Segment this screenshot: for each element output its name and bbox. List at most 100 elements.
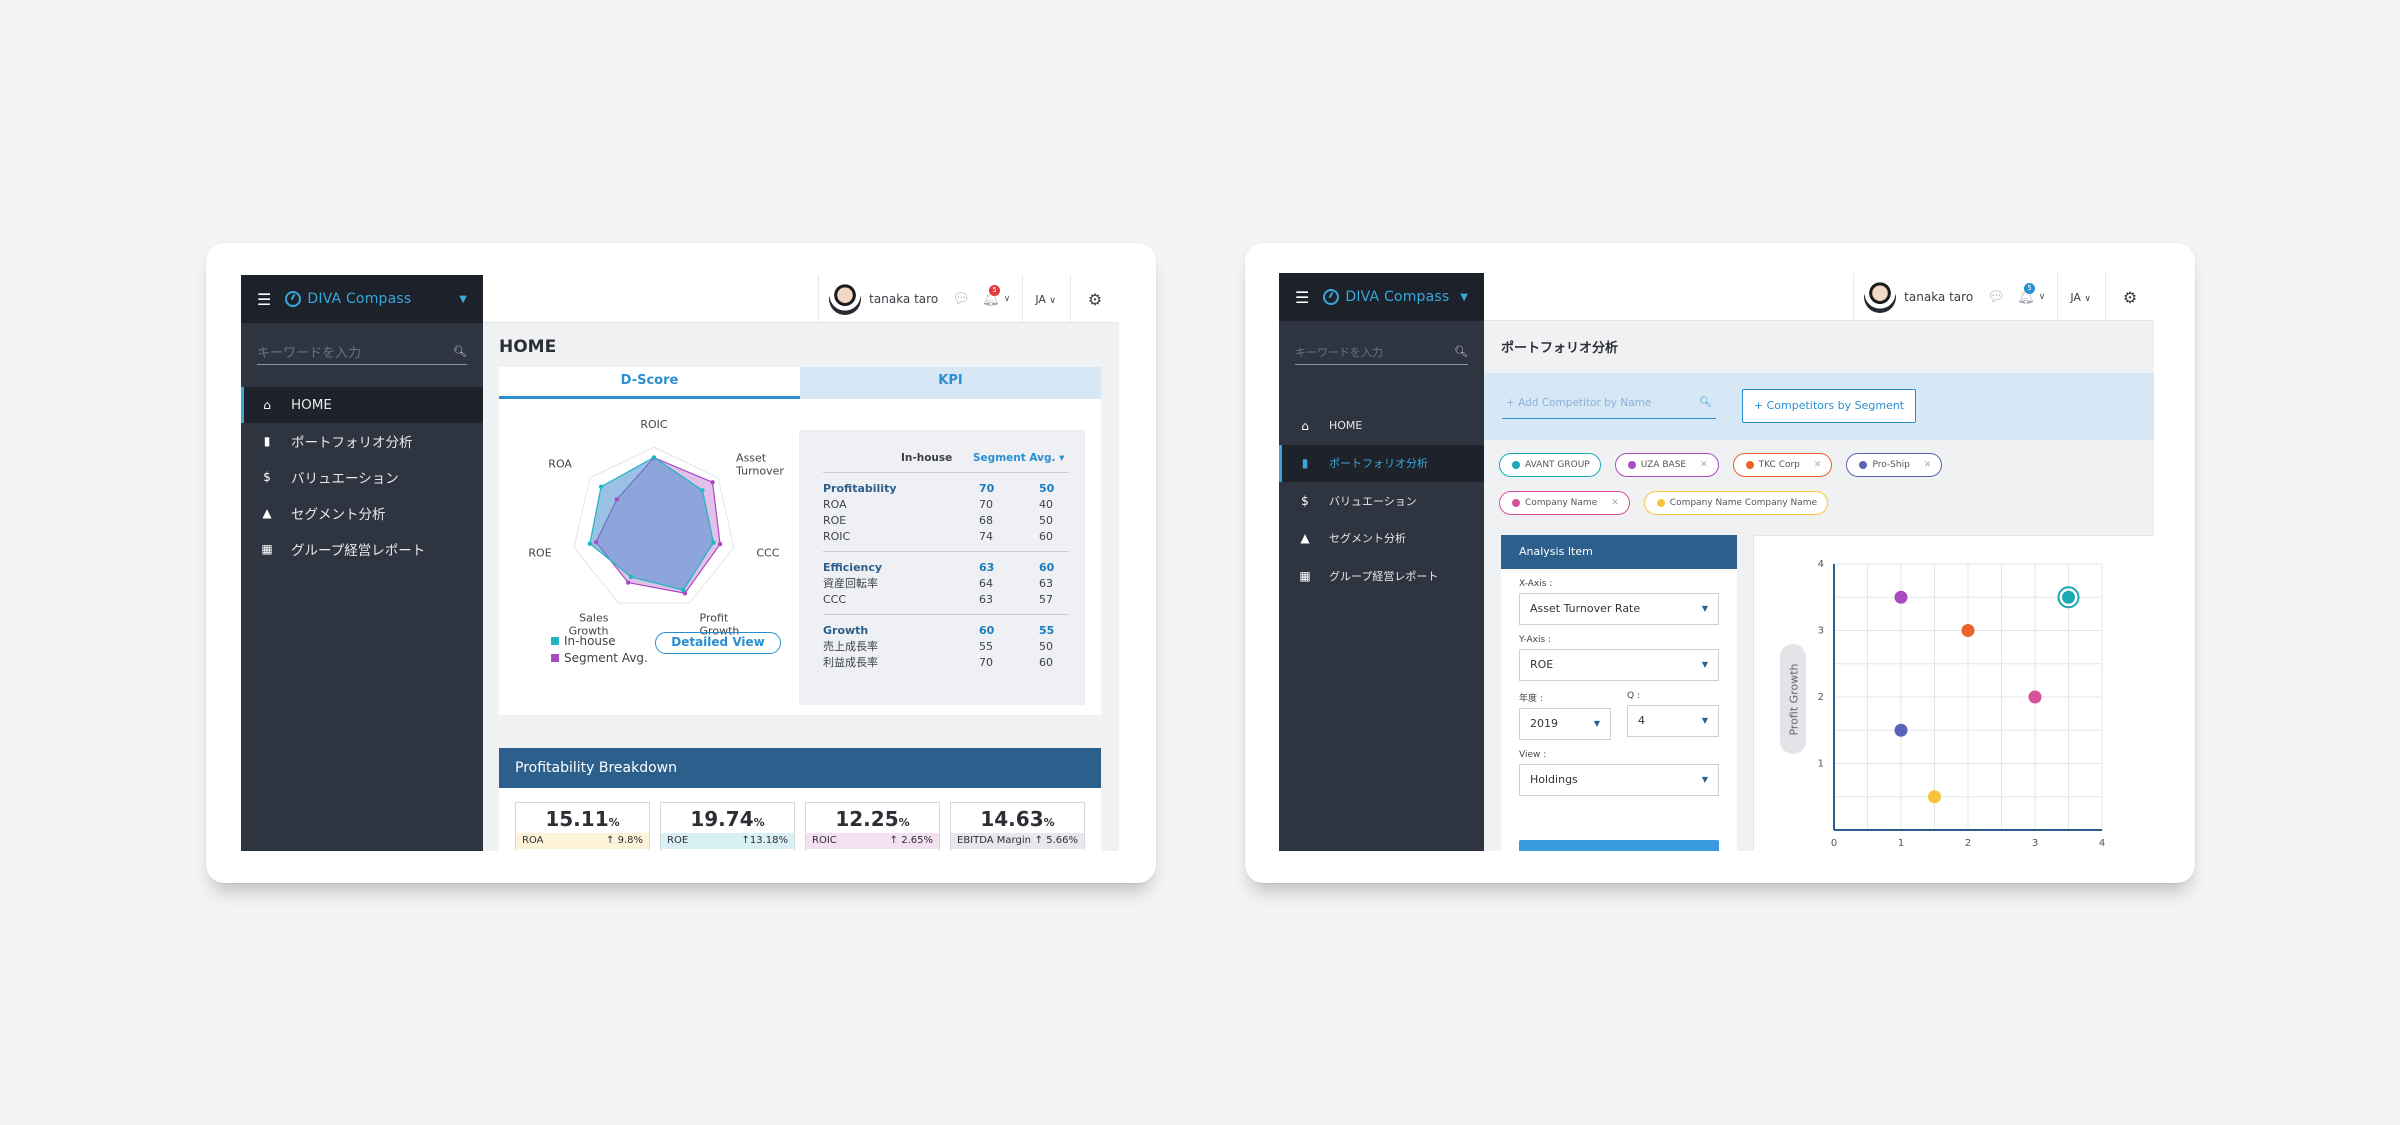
sidebar-item-2[interactable]: $ バリュエーション [1279, 482, 1484, 520]
brand-dropdown-icon[interactable]: ▼ [459, 293, 467, 305]
x-axis-select[interactable]: Asset Turnover Rate [1519, 593, 1719, 625]
radar-point [717, 541, 723, 547]
kpi-change: ↑13.18% [741, 835, 788, 846]
bar-chart-icon: ▮ [1301, 456, 1309, 471]
close-icon[interactable]: ✕ [1813, 460, 1822, 470]
y-tick-label: 4 [1818, 559, 1824, 570]
radar-axis-label: ROE [528, 546, 551, 559]
bell-icon[interactable]: 🔔︎ 5 [2016, 283, 2035, 305]
user-name[interactable]: tanaka taro [869, 292, 939, 306]
apply-button[interactable] [1519, 840, 1719, 851]
close-icon[interactable]: ✕ [1700, 460, 1708, 470]
competitor-chip[interactable]: Company Name ✕ [1499, 491, 1630, 515]
chip-label: TKC Corp [1758, 460, 1800, 470]
avatar[interactable] [829, 283, 862, 315]
scatter-point[interactable] [1894, 590, 1908, 604]
radar-axis-label: Asset Turnover [735, 452, 784, 478]
metric-label: 売上成長率 [823, 640, 878, 653]
chat-icon[interactable]: 💬︎ [952, 291, 970, 307]
competitor-chip[interactable]: UZA BASE ✕ [1614, 453, 1719, 477]
gear-icon[interactable]: ⚙︎ [2122, 287, 2138, 307]
scatter-point[interactable] [1961, 624, 1975, 637]
competitor-filter-band: + Add Competitor by Name 🔍︎ + Competitor… [1484, 373, 2154, 440]
kpi-card[interactable]: 19.74% ROE ↑13.18% [660, 802, 795, 851]
kpi-card[interactable]: 14.63% EBITDA Margin ↑ 5.66% [950, 802, 1085, 851]
notification-badge: 5 [988, 285, 1000, 296]
chip-label: Company Name Company Name [1669, 498, 1818, 508]
scatter-point[interactable] [1894, 723, 1908, 737]
tab-kpi[interactable]: KPI [938, 373, 963, 388]
sidebar-item-0[interactable]: ⌂ HOME [1279, 407, 1484, 445]
search-icon[interactable]: 🔍︎ [1454, 345, 1468, 358]
metric-in-house-value: 74 [979, 530, 993, 543]
chevron-down-icon[interactable]: ∨ [1003, 294, 1011, 304]
divider [818, 275, 820, 323]
y-tick-label: 1 [1818, 759, 1824, 770]
gear-icon[interactable]: ⚙︎ [1087, 289, 1103, 309]
scatter-point[interactable] [2062, 590, 2075, 604]
scatter-point[interactable] [2028, 690, 2042, 704]
home-icon: ⌂ [263, 398, 271, 412]
close-icon[interactable]: ✕ [1923, 460, 1932, 470]
close-icon[interactable]: ✕ [1611, 498, 1619, 508]
sidebar-item-2[interactable]: $ バリュエーション [241, 459, 483, 495]
sidebar-item-4[interactable]: ▦ グループ経営レポート [1279, 557, 1484, 595]
radar-axis-label-line: ROIC [640, 418, 668, 431]
competitor-chip[interactable]: AVANT GROUP [1499, 453, 1601, 477]
metric-row: 売上成長率 55 50 [823, 639, 1069, 655]
avatar[interactable] [1864, 281, 1897, 313]
menu-icon[interactable]: ☰ [1295, 287, 1310, 307]
competitor-chips: AVANT GROUP UZA BASE ✕ TKC Corp ✕ Pro-Ship ✕ Co… [1499, 453, 2059, 529]
sidebar-item-1[interactable]: ▮ ポートフォリオ分析 [241, 423, 483, 459]
portfolio-screen: ☰ DIVA Compass ▼ キーワードを入力 🔍︎ ⌂ HOME ▮ ポートフォ… [1279, 273, 2154, 851]
brand-name: DIVA Compass [1345, 289, 1450, 305]
year-select[interactable]: 2019 [1519, 708, 1611, 740]
metric-segment-value: 63 [1039, 577, 1053, 590]
detailed-view-button[interactable]: Detailed View [655, 632, 781, 654]
competitor-chip[interactable]: TKC Corp ✕ [1732, 453, 1833, 477]
radar-axis-label-line: Sales [579, 612, 609, 625]
brand-dropdown-icon[interactable]: ▼ [1460, 291, 1468, 303]
radar-axis-label-line: Growth [700, 625, 740, 638]
quarter-select[interactable]: 4 [1627, 705, 1719, 737]
language-select[interactable]: JA ∨ [1023, 293, 1070, 306]
search-icon[interactable]: 🔍︎ [1699, 397, 1712, 408]
sidebar-search[interactable]: キーワードを入力 🔍︎ [257, 339, 467, 365]
sidebar-nav: ⌂ HOME ▮ ポートフォリオ分析 $ バリュエーション ▲ セグメント分析 ▦ グループ経営レ… [241, 387, 483, 567]
tab-dscore[interactable]: D-Score [499, 367, 800, 399]
sidebar-item-4[interactable]: ▦ グループ経営レポート [241, 531, 483, 567]
scatter-point[interactable] [1928, 790, 1941, 804]
search-icon[interactable]: 🔍︎ [453, 345, 467, 358]
kpi-label: ROA [522, 835, 544, 846]
competitor-chip[interactable]: Company Name Company Name [1643, 491, 1829, 515]
chat-icon[interactable]: 💬︎ [1987, 289, 2005, 305]
metric-row: ROA 70 40 [823, 497, 1069, 513]
y-axis-select[interactable]: ROE [1519, 649, 1719, 681]
kpi-value: 19.74% [661, 807, 794, 831]
analysis-item-panel: Analysis Item X-Axis : Asset Turnover Ra… [1501, 535, 1737, 851]
add-competitor-input[interactable]: + Add Competitor by Name 🔍︎ [1502, 387, 1716, 419]
metric-in-house-value: 68 [979, 514, 993, 527]
metric-row: ROE 68 50 [823, 513, 1069, 529]
sidebar: ☰ DIVA Compass ▼ キーワードを入力 🔍︎ ⌂ HOME ▮ ポートフォ… [241, 275, 483, 851]
sidebar-item-1[interactable]: ▮ ポートフォリオ分析 [1279, 444, 1484, 482]
dollar-icon: $ [263, 470, 271, 484]
bell-icon[interactable]: 🔔︎ 5 [981, 285, 1000, 307]
chevron-down-icon[interactable]: ∨ [2038, 292, 2046, 302]
view-select[interactable]: Holdings [1519, 764, 1719, 796]
segment-avg-dropdown[interactable]: Segment Avg. ▾ [973, 452, 1065, 464]
kpi-card[interactable]: 15.11% ROA ↑ 9.8% [515, 802, 650, 851]
sidebar-item-3[interactable]: ▲ セグメント分析 [241, 495, 483, 531]
home-mockup-frame: ☰ DIVA Compass ▼ キーワードを入力 🔍︎ ⌂ HOME ▮ ポートフォ… [206, 243, 1156, 883]
competitor-chip[interactable]: Pro-Ship ✕ [1846, 453, 1943, 477]
user-name[interactable]: tanaka taro [1904, 290, 1974, 304]
menu-icon[interactable]: ☰ [257, 289, 272, 309]
sidebar-item-0[interactable]: ⌂ HOME [241, 387, 483, 423]
sidebar-item-3[interactable]: ▲ セグメント分析 [1279, 520, 1484, 558]
competitors-by-segment-button[interactable]: + Competitors by Segment [1742, 389, 1916, 423]
kpi-card[interactable]: 12.25% ROIC ↑ 2.65% [805, 802, 940, 851]
language-select[interactable]: JA ∨ [2058, 291, 2105, 304]
sidebar-search[interactable]: キーワードを入力 🔍︎ [1295, 339, 1468, 365]
legend-label: In-house [564, 634, 616, 648]
